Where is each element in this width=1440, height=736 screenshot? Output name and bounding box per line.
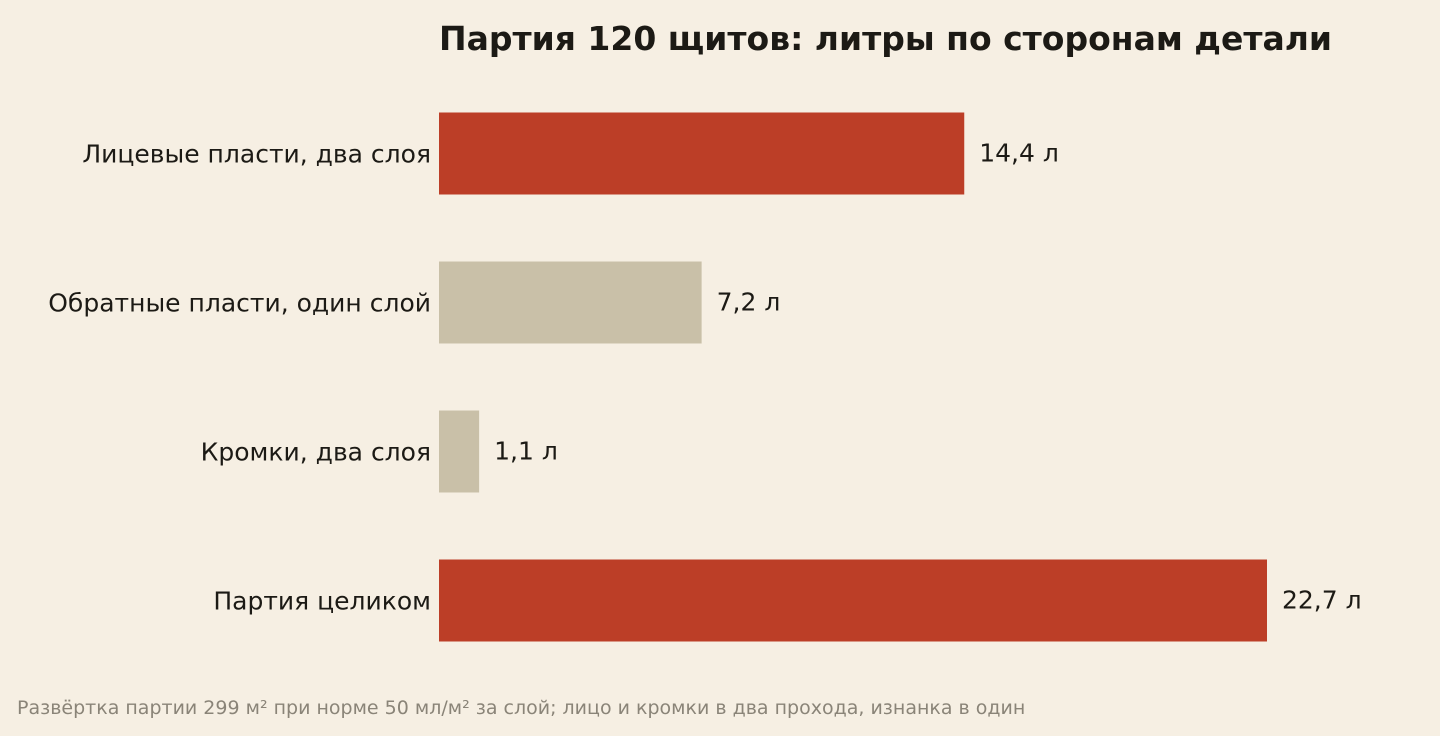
- value-label-2: 1,1 л: [494, 437, 558, 466]
- bars-group: Лицевые пласти, два слоя 14,4 л Обратные п…: [48, 112, 1362, 642]
- chart-footnote: Развёртка партии 299 м² при норме 50 мл/…: [17, 697, 1025, 719]
- category-label-3: Партия целиком: [213, 587, 431, 616]
- value-label-0: 14,4 л: [979, 139, 1059, 168]
- value-label-3: 22,7 л: [1282, 586, 1362, 615]
- category-label-2: Кромки, два слоя: [201, 438, 431, 467]
- chart-title: Партия 120 щитов: литры по сторонам дета…: [439, 19, 1332, 58]
- bar-2: [439, 410, 480, 493]
- bar-1: [439, 261, 702, 344]
- value-label-1: 7,2 л: [717, 288, 781, 317]
- bar-0: [439, 112, 965, 195]
- category-label-0: Лицевые пласти, два слоя: [82, 140, 431, 169]
- category-label-1: Обратные пласти, один слой: [48, 289, 431, 318]
- bar-3: [439, 559, 1267, 642]
